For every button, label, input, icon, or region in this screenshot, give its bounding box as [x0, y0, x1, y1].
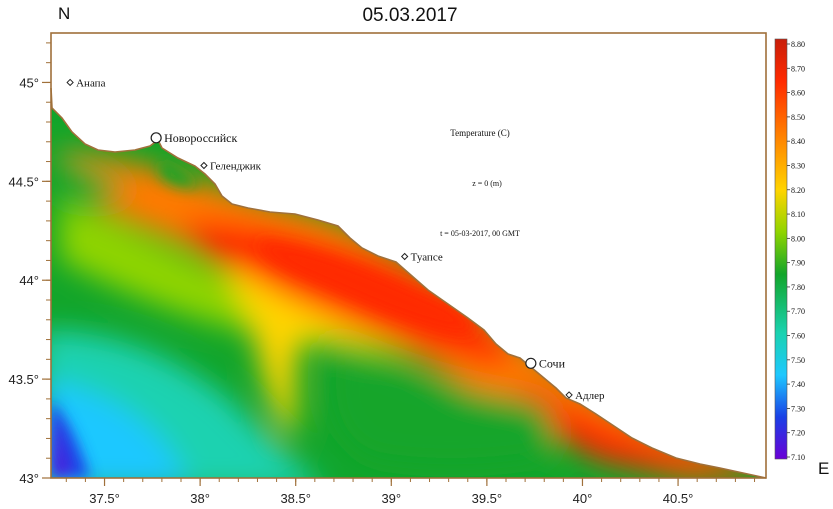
colorbar-label: 7.10 [791, 453, 805, 462]
lon-tick-label: 38.5° [280, 491, 311, 506]
colorbar-label: 7.30 [791, 404, 805, 413]
city-marker: Геленджик [200, 161, 262, 173]
city-diamond-icon [200, 161, 208, 170]
lon-tick-label: 39.5° [472, 491, 503, 506]
colorbar-label: 8.50 [791, 113, 805, 122]
city-markers: Анапа Новороссийск Геленджик Туапсе Сочи Адле… [66, 77, 605, 402]
lon-tick-label: 38° [190, 491, 210, 506]
city-label: Анапа [76, 77, 105, 89]
time-annotation: t = 05-03-2017, 00 GMT [440, 229, 520, 238]
city-marker: Анапа [66, 77, 106, 89]
colorbar-label: 7.60 [791, 332, 805, 341]
lon-tick-label: 40.5° [663, 491, 694, 506]
longitude-axis: 37.5° 38° 38.5° 39° 39.5° 40° 40.5° [65, 478, 756, 506]
colorbar-label: 8.10 [791, 210, 805, 219]
lon-tick-label: 37.5° [89, 491, 120, 506]
map-title: 05.03.2017 [362, 5, 457, 26]
colorbar-label: 8.80 [791, 40, 805, 49]
lat-tick-label: 44° [19, 273, 39, 288]
colorbar-label: 8.60 [791, 89, 805, 98]
coastline [50, 87, 767, 479]
lat-tick-label: 45° [19, 75, 39, 90]
city-marker: Сочи [525, 356, 566, 370]
colorbar-label: 7.20 [791, 429, 805, 438]
city-label: Новороссийск [164, 131, 237, 145]
lat-tick-label: 44.5° [8, 174, 39, 189]
colorbar-label: 7.40 [791, 380, 805, 389]
parameter-annotation: Temperature (C) [450, 128, 510, 138]
lat-tick-label: 43° [19, 471, 39, 486]
lat-tick-label: 43.5° [8, 372, 39, 387]
north-label: N [58, 4, 70, 23]
city-marker: Новороссийск [150, 131, 238, 145]
lon-tick-label: 39° [381, 491, 401, 506]
temperature-field [51, 88, 766, 478]
colorbar-label: 8.30 [791, 161, 805, 170]
lon-tick-label: 40° [573, 491, 593, 506]
city-diamond-icon [66, 78, 74, 87]
city-diamond-icon [565, 391, 573, 399]
colorbar-label: 7.50 [791, 356, 805, 365]
colorbar-labels: 8.80 8.70 8.60 8.50 8.40 8.30 8.20 8.10 8.00 7.90… [787, 40, 805, 462]
city-label: Туапсе [411, 251, 443, 263]
colorbar-label: 7.90 [791, 259, 805, 268]
latitude-axis: 45° 44.5° 44° 43.5° 43° [8, 42, 51, 486]
east-label: E [818, 459, 829, 478]
city-label: Сочи [539, 356, 566, 370]
city-label: Адлер [575, 390, 605, 402]
map-frame [50, 32, 767, 479]
colorbar-label: 8.00 [791, 234, 805, 243]
city-marker: Туапсе [400, 251, 443, 263]
city-marker: Адлер [565, 390, 605, 402]
colorbar-label: 8.20 [791, 186, 805, 195]
city-label: Геленджик [210, 161, 262, 173]
city-diamond-icon [400, 252, 409, 261]
colorbar-label: 8.40 [791, 137, 805, 146]
colorbar [774, 38, 788, 460]
colorbar-label: 7.70 [791, 307, 805, 316]
colorbar-label: 8.70 [791, 64, 805, 73]
city-circle-icon [150, 132, 162, 144]
colorbar-label: 7.80 [791, 283, 805, 292]
depth-annotation: z = 0 (m) [472, 179, 502, 188]
city-circle-icon [525, 357, 537, 369]
